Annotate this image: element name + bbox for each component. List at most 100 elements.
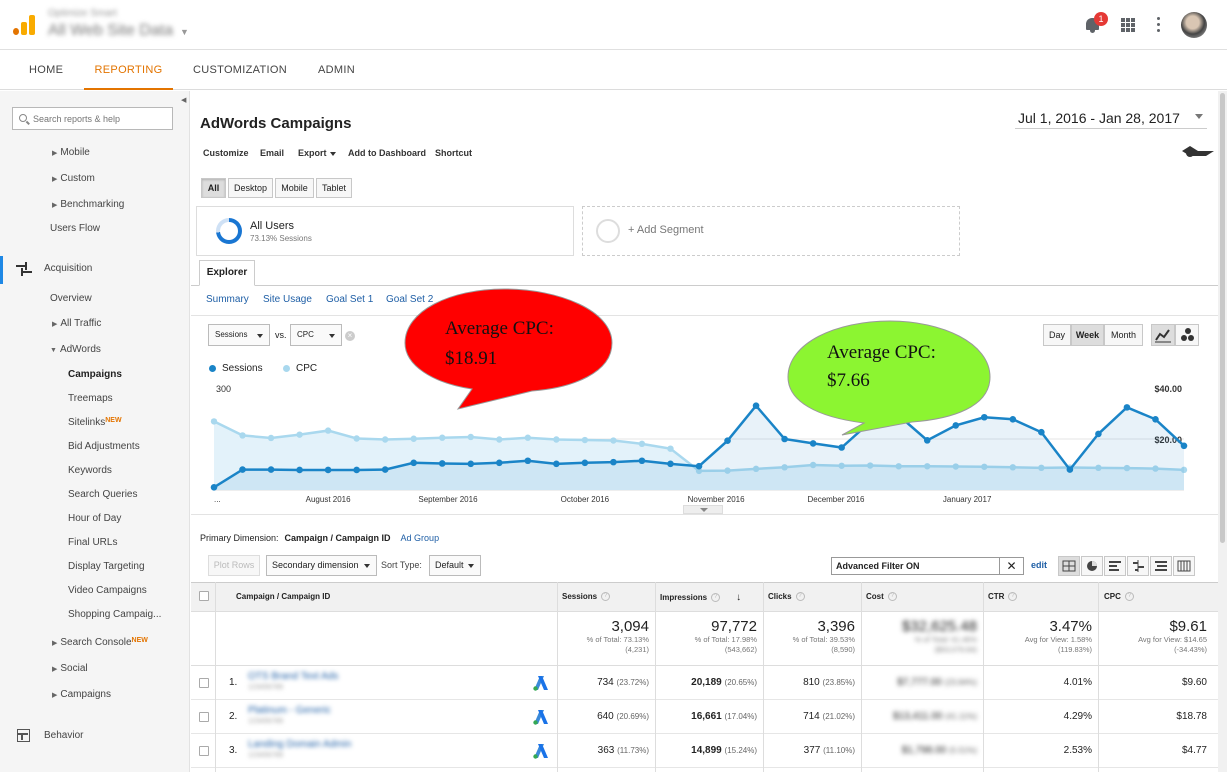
- chart-resize-handle[interactable]: [683, 505, 723, 514]
- table-row[interactable]: [191, 734, 1218, 768]
- date-range-picker[interactable]: Jul 1, 2016 - Jan 28, 2017: [1015, 107, 1207, 129]
- sidebar-search[interactable]: [12, 107, 173, 130]
- ad-group-link[interactable]: Ad Group: [400, 533, 440, 543]
- metric1-select[interactable]: Sessions: [208, 324, 270, 346]
- adwords-icon[interactable]: [532, 674, 550, 692]
- tab-home[interactable]: HOME: [29, 64, 64, 76]
- table-view-comparison-button[interactable]: [1127, 556, 1149, 576]
- sidebar-item-all-traffic[interactable]: ▶ All Traffic: [52, 318, 101, 329]
- export-button[interactable]: Export: [298, 148, 336, 158]
- column-header-sessions[interactable]: Sessions?: [562, 592, 611, 602]
- column-header-cost[interactable]: Cost?: [866, 592, 897, 602]
- analytics-logo-icon[interactable]: [13, 15, 35, 35]
- help-icon[interactable]: ?: [1124, 592, 1134, 602]
- sidebar-item-shopping-campaigns[interactable]: Shopping Campaig...: [68, 609, 162, 620]
- sidebar-item-custom[interactable]: ▶ Custom: [52, 173, 95, 184]
- apps-grid-icon[interactable]: [1121, 18, 1135, 32]
- subtab-goal-set-1[interactable]: Goal Set 1: [326, 294, 374, 305]
- campaign-link[interactable]: Landing Domain Admin: [248, 739, 352, 750]
- table-view-performance-button[interactable]: [1104, 556, 1126, 576]
- advanced-filter-field[interactable]: Advanced Filter ON: [831, 557, 1000, 575]
- motion-chart-toggle[interactable]: [1175, 324, 1199, 346]
- remove-metric-close-icon[interactable]: ×: [345, 331, 355, 341]
- line-chart-toggle[interactable]: [1151, 324, 1175, 346]
- add-segment-button[interactable]: [582, 206, 960, 256]
- customize-button[interactable]: Customize: [203, 148, 249, 158]
- more-vert-icon[interactable]: [1157, 17, 1161, 33]
- column-header-cpc[interactable]: CPC?: [1104, 592, 1134, 602]
- help-icon[interactable]: ?: [795, 592, 805, 602]
- shortcut-button[interactable]: Shortcut: [435, 148, 472, 158]
- tab-reporting[interactable]: REPORTING: [84, 50, 173, 90]
- adwords-icon[interactable]: [532, 742, 550, 760]
- sort-arrow-down-icon[interactable]: ↓: [736, 592, 742, 603]
- sidebar-item-social[interactable]: ▶ Social: [52, 663, 88, 674]
- sidebar-item-keywords[interactable]: Keywords: [68, 465, 112, 476]
- subtab-site-usage[interactable]: Site Usage: [263, 294, 312, 305]
- sidebar-item-campaigns[interactable]: Campaigns: [68, 369, 122, 380]
- adwords-icon[interactable]: [532, 708, 550, 726]
- tab-explorer[interactable]: Explorer: [199, 260, 255, 286]
- sidebar-item-search-console[interactable]: ▶ Search ConsoleNEW: [52, 637, 148, 648]
- email-button[interactable]: Email: [260, 148, 285, 158]
- subtab-goal-set-2[interactable]: Goal Set 2: [386, 294, 434, 305]
- sidebar-item-final-urls[interactable]: Final URLs: [68, 537, 118, 548]
- table-view-data-button[interactable]: [1058, 556, 1080, 576]
- tab-customization[interactable]: CUSTOMIZATION: [193, 64, 287, 76]
- subtab-summary[interactable]: Summary: [206, 294, 249, 305]
- table-row[interactable]: [191, 700, 1218, 734]
- sidebar-item-display-targeting[interactable]: Display Targeting: [68, 561, 145, 572]
- sidebar-item-acquisition[interactable]: Acquisition: [44, 263, 93, 274]
- account-chevron-down-icon[interactable]: ▼: [180, 27, 189, 37]
- table-view-percentage-button[interactable]: [1081, 556, 1103, 576]
- help-icon[interactable]: ?: [601, 592, 611, 602]
- interval-month-button[interactable]: Month: [1104, 324, 1143, 346]
- device-all-button[interactable]: All: [201, 178, 226, 198]
- help-icon[interactable]: ?: [887, 592, 897, 602]
- search-input[interactable]: [31, 110, 169, 127]
- sidebar-item-video-campaigns[interactable]: Video Campaigns: [68, 585, 147, 596]
- row-checkbox[interactable]: [199, 746, 209, 756]
- avatar[interactable]: [1181, 12, 1207, 38]
- sidebar-item-behavior[interactable]: Behavior: [44, 730, 84, 741]
- sidebar-item-adwords[interactable]: ▼ AdWords: [50, 344, 101, 355]
- sidebar-item-sitelinks[interactable]: SitelinksNEW: [68, 417, 122, 428]
- table-row[interactable]: [191, 666, 1218, 700]
- sidebar-item-treemaps[interactable]: Treemaps: [68, 393, 113, 404]
- sort-type-select[interactable]: Default: [429, 555, 481, 576]
- sidebar-item-mobile[interactable]: ▶ Mobile: [52, 147, 90, 158]
- device-desktop-button[interactable]: Desktop: [228, 178, 273, 198]
- row-checkbox[interactable]: [199, 678, 209, 688]
- edit-filter-link[interactable]: edit: [1031, 560, 1048, 570]
- secondary-dimension-select[interactable]: Secondary dimension: [266, 555, 377, 576]
- graduation-cap-icon[interactable]: [1181, 146, 1214, 158]
- clear-filter-close-icon[interactable]: ✕: [1000, 557, 1024, 575]
- metric2-select[interactable]: CPC: [290, 324, 342, 346]
- select-all-checkbox[interactable]: [199, 591, 209, 601]
- scrollbar[interactable]: [1218, 91, 1227, 772]
- segment-all-users[interactable]: [196, 206, 574, 256]
- collapse-sidebar-icon[interactable]: ◀: [181, 97, 187, 104]
- table-view-pivot-button[interactable]: [1173, 556, 1195, 576]
- sidebar-item-benchmarking[interactable]: ▶ Benchmarking: [52, 199, 124, 210]
- table-view-term-cloud-button[interactable]: [1150, 556, 1172, 576]
- help-icon[interactable]: ?: [1008, 592, 1018, 602]
- sidebar-item-overview[interactable]: Overview: [50, 293, 92, 304]
- interval-week-button[interactable]: Week: [1071, 324, 1104, 346]
- view-name[interactable]: All Web Site Data: [48, 22, 174, 39]
- device-tablet-button[interactable]: Tablet: [316, 178, 352, 198]
- sessions-cpc-line-chart[interactable]: 300150$40.00$20.00...August 2016Septembe…: [196, 376, 1218, 512]
- sidebar-item-campaigns-group[interactable]: ▶ Campaigns: [52, 689, 111, 700]
- column-header-impressions[interactable]: Impressions? ↓: [660, 592, 741, 603]
- add-to-dashboard-button[interactable]: Add to Dashboard: [348, 148, 426, 158]
- sidebar-item-bid-adjustments[interactable]: Bid Adjustments: [68, 441, 140, 452]
- sidebar-item-users-flow[interactable]: Users Flow: [50, 223, 101, 234]
- sidebar-item-hour-of-day[interactable]: Hour of Day: [68, 513, 122, 524]
- help-icon[interactable]: ?: [711, 593, 721, 603]
- campaign-link[interactable]: OTS Brand Text Ads: [248, 671, 339, 682]
- plot-rows-button[interactable]: Plot Rows: [208, 555, 260, 576]
- sidebar-item-search-queries[interactable]: Search Queries: [68, 489, 138, 500]
- account-name[interactable]: Optimize Smart: [48, 8, 117, 19]
- tab-admin[interactable]: ADMIN: [318, 64, 355, 76]
- campaign-link[interactable]: Platinum - Generic: [248, 705, 331, 716]
